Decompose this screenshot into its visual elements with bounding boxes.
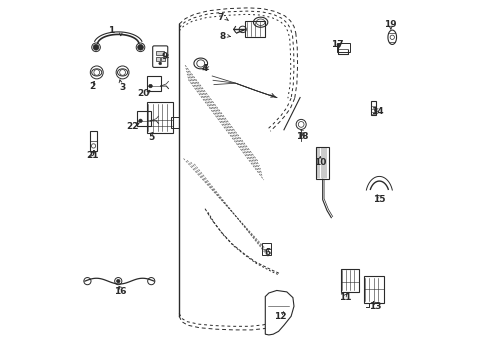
Text: 19: 19 (384, 19, 396, 28)
Bar (363, 276, 383, 303)
Circle shape (159, 62, 162, 65)
Bar (340, 269, 358, 292)
Text: 5: 5 (148, 133, 154, 142)
Bar (244, 21, 264, 37)
Text: 4: 4 (202, 64, 208, 73)
Bar (156, 51, 164, 55)
Text: 6: 6 (264, 248, 270, 257)
Text: 2: 2 (89, 82, 95, 91)
Text: 8: 8 (220, 32, 225, 41)
Circle shape (92, 43, 100, 51)
Text: 13: 13 (368, 302, 381, 311)
Bar (161, 57, 164, 61)
Bar (170, 117, 178, 128)
Text: 1: 1 (108, 26, 114, 35)
Circle shape (94, 69, 100, 75)
Text: 14: 14 (370, 107, 383, 116)
Text: 12: 12 (274, 312, 286, 321)
Polygon shape (265, 291, 293, 335)
Circle shape (120, 69, 125, 75)
Bar (147, 76, 160, 91)
Bar (316, 147, 328, 179)
Bar (156, 57, 160, 61)
Text: 20: 20 (137, 89, 149, 98)
Text: 18: 18 (295, 132, 307, 141)
Text: 3: 3 (119, 83, 125, 92)
FancyBboxPatch shape (152, 46, 167, 67)
Bar (371, 101, 375, 116)
Circle shape (90, 66, 103, 79)
Text: 9: 9 (162, 52, 168, 61)
Bar (137, 111, 150, 126)
Text: 11: 11 (339, 293, 351, 302)
Circle shape (136, 43, 144, 51)
Text: 21: 21 (86, 151, 98, 160)
Text: 16: 16 (114, 287, 127, 296)
Bar (89, 131, 97, 150)
Text: 10: 10 (313, 158, 325, 167)
Circle shape (139, 119, 142, 123)
Text: 15: 15 (372, 195, 385, 204)
Bar (261, 243, 270, 255)
Circle shape (148, 84, 152, 88)
Circle shape (116, 66, 129, 79)
Bar (147, 102, 172, 133)
Circle shape (137, 44, 143, 50)
Text: 17: 17 (331, 40, 344, 49)
Text: 22: 22 (126, 122, 139, 131)
Bar (336, 42, 349, 51)
Circle shape (116, 279, 120, 283)
Circle shape (93, 44, 99, 50)
Text: 7: 7 (217, 13, 223, 22)
